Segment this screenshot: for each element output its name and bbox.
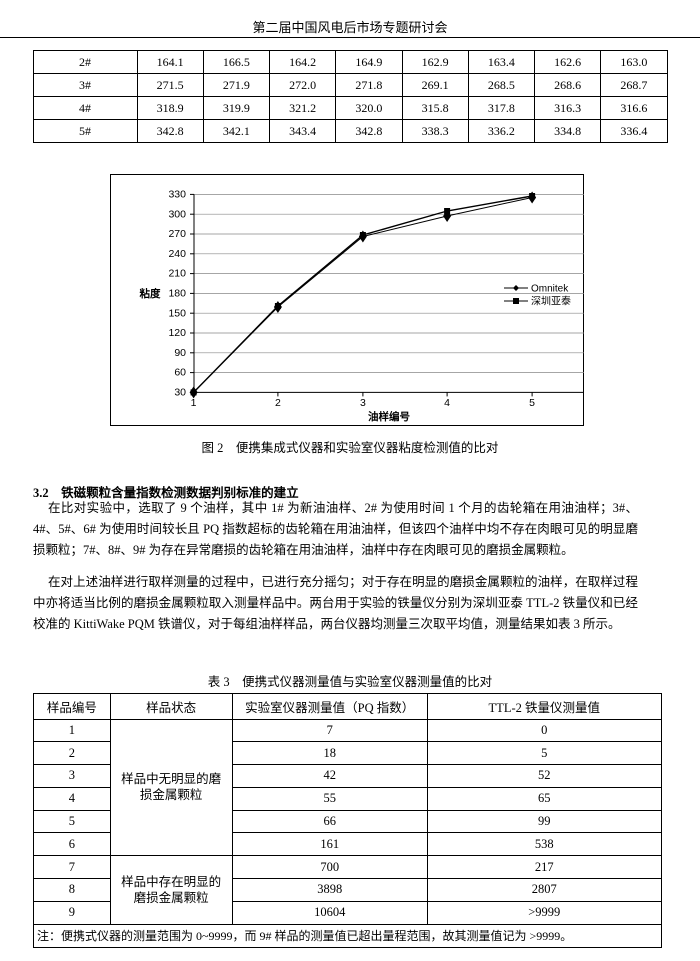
svg-text:油样编号: 油样编号: [368, 410, 410, 423]
svg-text:粘度: 粘度: [140, 287, 161, 300]
svg-text:120: 120: [168, 327, 186, 339]
svg-text:150: 150: [168, 307, 186, 319]
svg-text:90: 90: [174, 347, 186, 359]
svg-text:180: 180: [168, 288, 186, 300]
svg-text:深圳亚泰: 深圳亚泰: [531, 295, 571, 308]
svg-text:270: 270: [168, 228, 186, 240]
svg-text:3: 3: [360, 397, 366, 409]
svg-text:2: 2: [275, 397, 281, 409]
svg-text:Omnitek: Omnitek: [531, 284, 569, 295]
svg-text:30: 30: [174, 387, 186, 399]
svg-text:240: 240: [168, 248, 186, 260]
svg-text:4: 4: [444, 397, 450, 409]
svg-text:330: 330: [168, 189, 186, 201]
svg-text:1: 1: [191, 397, 197, 409]
svg-text:60: 60: [174, 367, 186, 379]
svg-text:300: 300: [168, 208, 186, 220]
svg-text:5: 5: [529, 397, 535, 409]
svg-text:210: 210: [168, 268, 186, 280]
